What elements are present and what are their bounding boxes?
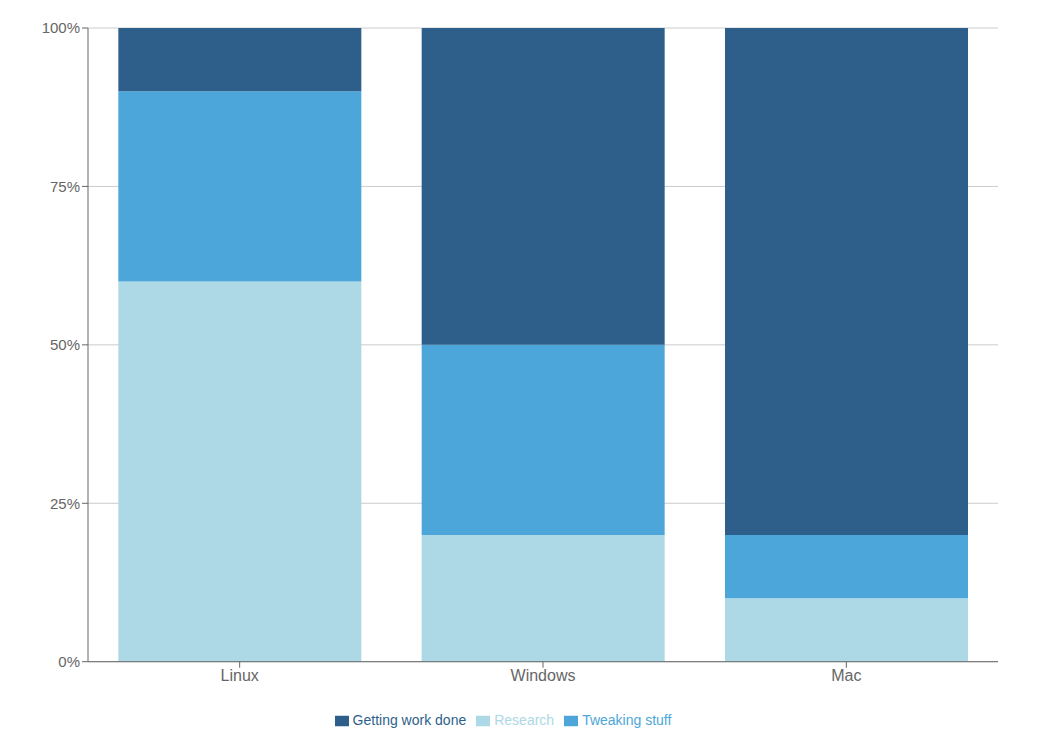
svg-text:75%: 75% <box>50 178 80 195</box>
html-text:Tweaking stuff: Tweaking stuff <box>582 711 672 728</box>
svg-text:Linux: Linux <box>221 667 259 684</box>
svg-text:Windows: Windows <box>511 667 576 684</box>
svg-text:100%: 100% <box>42 19 80 36</box>
html-text:Getting work done: Getting work done <box>352 711 467 728</box>
svg-text:0%: 0% <box>58 653 80 670</box>
svg-text:50%: 50% <box>50 336 80 353</box>
svg-text:25%: 25% <box>50 495 80 512</box>
html-text:Research: Research <box>494 711 555 728</box>
svg-text:Mac: Mac <box>831 667 861 684</box>
